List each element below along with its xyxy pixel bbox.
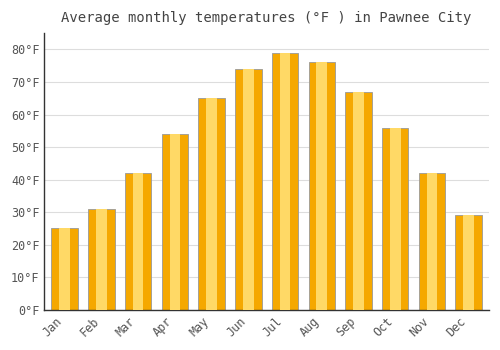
Bar bbox=[235, 69, 262, 310]
Bar bbox=[308, 63, 335, 310]
Bar bbox=[346, 92, 372, 310]
Bar bbox=[316, 63, 327, 310]
Bar bbox=[133, 173, 143, 310]
Bar bbox=[390, 127, 400, 310]
Bar bbox=[52, 229, 78, 310]
Bar bbox=[243, 69, 254, 310]
Bar bbox=[464, 215, 474, 310]
Bar bbox=[382, 127, 408, 310]
Bar bbox=[88, 209, 115, 310]
Bar bbox=[96, 209, 106, 310]
Bar bbox=[170, 134, 180, 310]
Bar bbox=[280, 53, 290, 310]
Bar bbox=[198, 98, 225, 310]
Bar bbox=[60, 229, 70, 310]
Bar bbox=[162, 134, 188, 310]
Bar bbox=[272, 53, 298, 310]
Title: Average monthly temperatures (°F ) in Pawnee City: Average monthly temperatures (°F ) in Pa… bbox=[62, 11, 472, 25]
Bar bbox=[125, 173, 152, 310]
Bar bbox=[426, 173, 437, 310]
Bar bbox=[456, 215, 482, 310]
Bar bbox=[206, 98, 217, 310]
Bar bbox=[418, 173, 445, 310]
Bar bbox=[353, 92, 364, 310]
